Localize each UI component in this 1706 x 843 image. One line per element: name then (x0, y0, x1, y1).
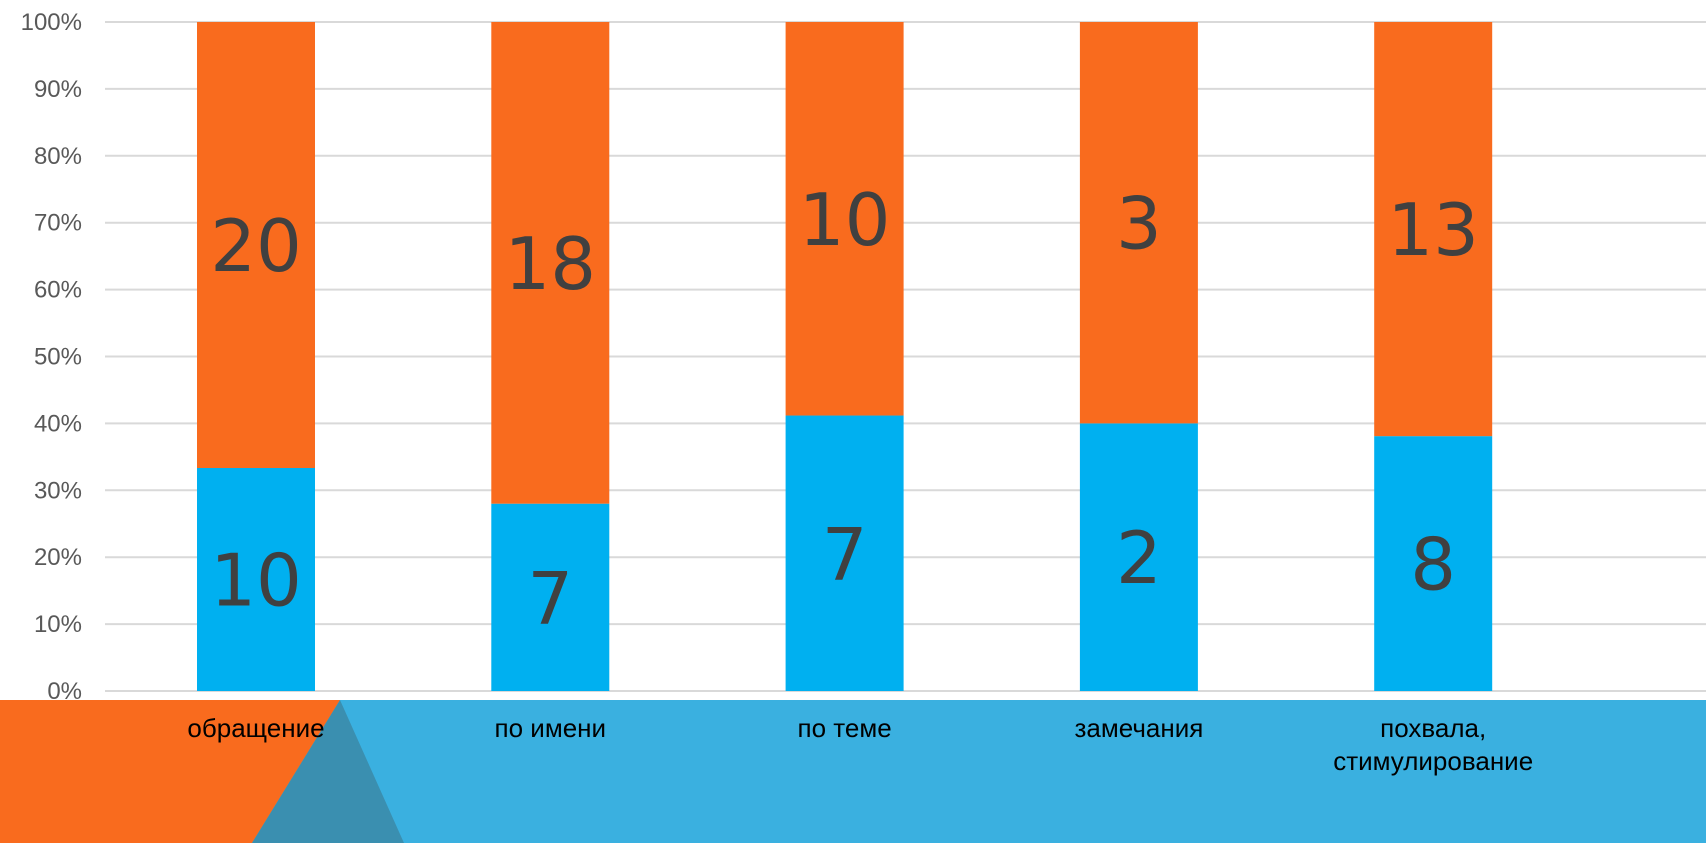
y-tick-label: 20% (34, 544, 82, 571)
x-category-label: по имени (495, 713, 607, 743)
y-axis-tick-labels: 0% 10% 20% 30% 40% 50% 60% 70% 80% 90% 100% (21, 9, 82, 705)
data-label: 7 (822, 512, 868, 596)
y-tick-label: 50% (34, 344, 82, 371)
x-category-label: по теме (798, 713, 892, 743)
x-axis-category-labels: обращение по имени по теме замечания похвала… (187, 713, 1533, 776)
bar-segment (1374, 22, 1493, 437)
bar-segment (785, 22, 904, 416)
y-tick-label: 40% (34, 410, 82, 437)
footer-accent-shape (0, 700, 340, 843)
bar-segment (1079, 22, 1198, 424)
bar-series (197, 22, 1493, 691)
data-label: 13 (1387, 188, 1479, 272)
data-label: 18 (504, 222, 596, 306)
x-category-label: похвала, (1380, 713, 1486, 743)
bar-segment (1079, 423, 1198, 691)
bar-segment (491, 22, 610, 504)
footer-band (0, 700, 1706, 843)
data-label: 3 (1116, 182, 1162, 266)
data-labels: 10 20 7 18 7 10 2 3 8 13 (210, 178, 1479, 641)
data-label: 2 (1116, 516, 1162, 600)
x-category-label: замечания (1074, 713, 1203, 743)
data-label: 8 (1410, 523, 1456, 607)
bar-segment (1374, 436, 1493, 691)
y-tick-label: 70% (34, 210, 82, 237)
data-label: 10 (210, 539, 302, 623)
data-label: 7 (527, 556, 573, 640)
y-tick-label: 10% (34, 611, 82, 638)
bar-segment (785, 415, 904, 691)
data-label: 10 (799, 178, 891, 262)
y-tick-label: 0% (47, 678, 82, 705)
x-category-label: обращение (187, 713, 324, 743)
bar-segment (197, 468, 315, 691)
data-label: 20 (210, 204, 302, 288)
y-tick-label: 80% (34, 143, 82, 170)
y-tick-label: 100% (21, 9, 82, 36)
x-category-label: стимулирование (1333, 746, 1533, 776)
footer-accent-shadow (252, 700, 404, 843)
y-tick-label: 30% (34, 477, 82, 504)
y-tick-label: 60% (34, 277, 82, 304)
bar-segment (491, 503, 610, 691)
y-tick-label: 90% (34, 76, 82, 103)
bar-segment (197, 22, 315, 468)
